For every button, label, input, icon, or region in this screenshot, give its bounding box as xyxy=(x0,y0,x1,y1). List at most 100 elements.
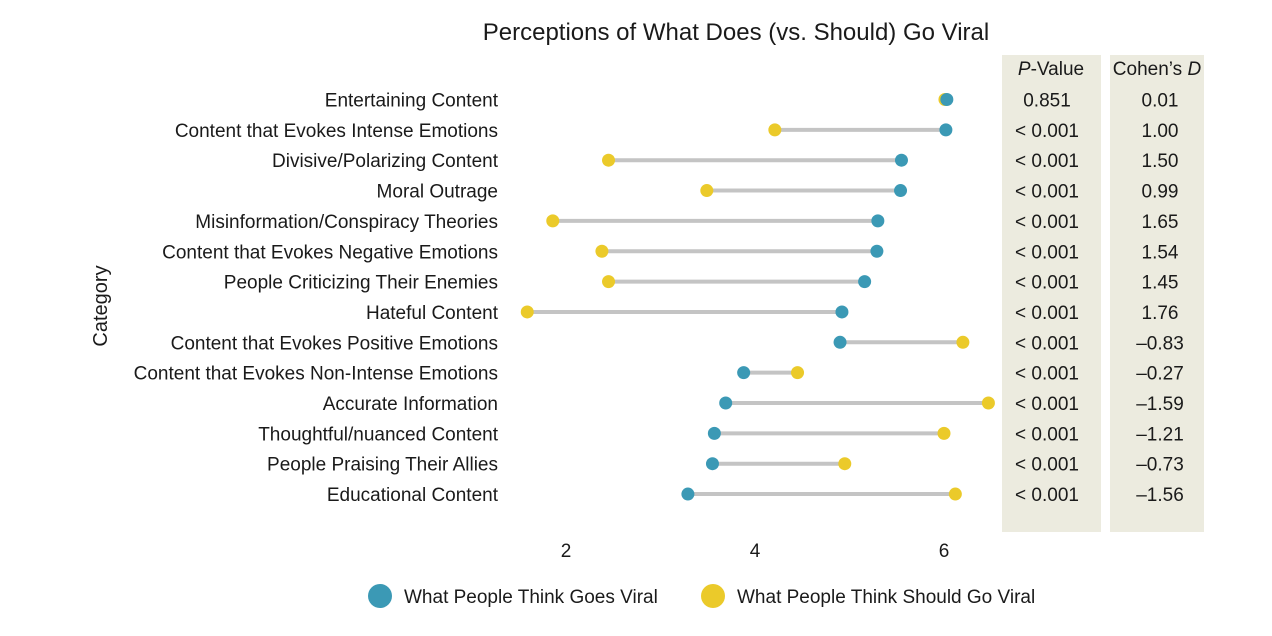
cohens-d-cell: –1.56 xyxy=(1136,485,1184,506)
category-label: Hateful Content xyxy=(366,303,499,324)
goes-viral-point xyxy=(939,123,953,137)
goes-viral-point xyxy=(737,366,751,380)
category-row: People Praising Their Allies < 0.001 –0.73 xyxy=(267,455,1184,476)
should-go-viral-point xyxy=(595,244,609,258)
x-tick-label: 6 xyxy=(939,541,950,562)
goes-viral-point xyxy=(707,426,721,440)
category-row: Content that Evokes Negative Emotions < 0… xyxy=(162,242,1179,263)
goes-viral-point xyxy=(835,305,849,319)
category-row: Misinformation/Conspiracy Theories < 0.00… xyxy=(195,212,1178,233)
should-go-viral-point xyxy=(948,487,962,501)
category-label: Divisive/Polarizing Content xyxy=(272,151,499,172)
category-label: Content that Evokes Positive Emotions xyxy=(171,333,498,354)
cohens-header-text: Cohen’s xyxy=(1113,59,1188,80)
category-label: Content that Evokes Non-Intense Emotions xyxy=(134,364,498,385)
category-label: People Praising Their Allies xyxy=(267,455,498,476)
pvalue-cell: < 0.001 xyxy=(1015,394,1079,415)
goes-viral-point xyxy=(870,244,884,258)
cohens-d-cell: 1.00 xyxy=(1142,121,1179,142)
cohens-d-cell: 1.65 xyxy=(1142,212,1179,233)
pvalue-cell: < 0.001 xyxy=(1015,273,1079,294)
pvalue-header-italic: P xyxy=(1018,59,1031,80)
goes-viral-point xyxy=(894,153,908,167)
category-label: People Criticizing Their Enemies xyxy=(224,273,498,294)
category-label: Entertaining Content xyxy=(325,91,499,112)
category-label: Content that Evokes Negative Emotions xyxy=(162,242,498,263)
category-row: Divisive/Polarizing Content < 0.001 1.50 xyxy=(272,151,1178,172)
pvalue-cell: < 0.001 xyxy=(1015,424,1079,445)
pvalue-cell: < 0.001 xyxy=(1015,212,1079,233)
pvalue-cell: < 0.001 xyxy=(1015,485,1079,506)
goes-viral-point xyxy=(871,214,885,228)
cohens-d-cell: –0.73 xyxy=(1136,455,1184,476)
chart-title: Perceptions of What Does (vs. Should) Go… xyxy=(483,19,989,46)
pvalue-column-background xyxy=(1002,55,1101,532)
cohens-d-column-header: Cohen’s D xyxy=(1113,59,1202,80)
x-axis-ticks: 2 4 6 xyxy=(561,541,950,562)
goes-viral-point xyxy=(719,396,733,410)
category-label: Thoughtful/nuanced Content xyxy=(258,424,499,445)
should-go-viral-point xyxy=(520,305,534,319)
legend-marker xyxy=(368,584,392,608)
pvalue-cell: < 0.001 xyxy=(1015,303,1079,324)
should-go-viral-point xyxy=(791,366,805,380)
should-go-viral-point xyxy=(602,275,616,289)
category-row: Content that Evokes Positive Emotions < 0… xyxy=(171,333,1184,354)
y-axis-label: Category xyxy=(90,265,112,346)
cohens-d-cell: 0.01 xyxy=(1142,91,1179,112)
goes-viral-point xyxy=(858,275,872,289)
should-go-viral-point xyxy=(546,214,560,228)
goes-viral-point xyxy=(894,184,908,198)
category-label: Educational Content xyxy=(327,485,499,506)
goes-viral-point xyxy=(705,457,719,471)
should-go-viral-point xyxy=(956,335,970,349)
should-go-viral-point xyxy=(981,396,995,410)
category-label: Moral Outrage xyxy=(377,182,498,203)
category-row: Content that Evokes Intense Emotions < 0.… xyxy=(175,121,1179,142)
category-row: Accurate Information < 0.001 –1.59 xyxy=(323,394,1184,415)
category-row: Hateful Content < 0.001 1.76 xyxy=(366,303,1179,324)
legend-marker xyxy=(701,584,725,608)
pvalue-cell: 0.851 xyxy=(1023,91,1071,112)
cohens-d-cell: 1.54 xyxy=(1142,242,1179,263)
category-row: Moral Outrage < 0.001 0.99 xyxy=(377,182,1179,203)
legend: What People Think Goes Viral What People … xyxy=(368,584,1035,608)
pvalue-cell: < 0.001 xyxy=(1015,151,1079,172)
legend-label: What People Think Should Go Viral xyxy=(737,587,1035,608)
pvalue-cell: < 0.001 xyxy=(1015,455,1079,476)
should-go-viral-point xyxy=(700,184,714,198)
goes-viral-point xyxy=(940,93,954,106)
legend-label: What People Think Goes Viral xyxy=(404,587,658,608)
should-go-viral-point xyxy=(602,153,616,167)
cohens-d-column-background xyxy=(1110,55,1204,532)
category-row: People Criticizing Their Enemies < 0.001 1… xyxy=(224,273,1179,294)
pvalue-header-rest: -Value xyxy=(1031,59,1085,80)
should-go-viral-point xyxy=(838,457,852,471)
cohens-d-cell: 1.45 xyxy=(1142,273,1179,294)
category-row: Content that Evokes Non-Intense Emotions… xyxy=(134,364,1184,385)
pvalue-cell: < 0.001 xyxy=(1015,333,1079,354)
pvalue-cell: < 0.001 xyxy=(1015,364,1079,385)
pvalue-cell: < 0.001 xyxy=(1015,242,1079,263)
cohens-d-cell: –0.27 xyxy=(1136,364,1184,385)
pvalue-column-header: P-Value xyxy=(1018,59,1084,80)
category-row: Entertaining Content 0.851 0.01 xyxy=(325,91,1179,112)
x-tick-label: 4 xyxy=(750,541,761,562)
cohens-d-cell: –1.59 xyxy=(1136,394,1184,415)
category-label: Misinformation/Conspiracy Theories xyxy=(195,212,498,233)
should-go-viral-point xyxy=(937,426,951,440)
cohens-d-cell: 1.50 xyxy=(1142,151,1179,172)
goes-viral-point xyxy=(833,335,847,349)
cohens-header-italic: D xyxy=(1187,59,1201,80)
cohens-d-cell: –0.83 xyxy=(1136,333,1184,354)
pvalue-cell: < 0.001 xyxy=(1015,121,1079,142)
cohens-d-cell: 1.76 xyxy=(1142,303,1179,324)
category-row: Educational Content < 0.001 –1.56 xyxy=(327,485,1184,506)
category-row: Thoughtful/nuanced Content < 0.001 –1.21 xyxy=(258,424,1184,445)
x-tick-label: 2 xyxy=(561,541,572,562)
category-label: Content that Evokes Intense Emotions xyxy=(175,121,498,142)
category-label: Accurate Information xyxy=(323,394,498,415)
chart-rows: Entertaining Content 0.851 0.01 Content tha… xyxy=(134,91,1184,507)
goes-viral-point xyxy=(681,487,695,501)
